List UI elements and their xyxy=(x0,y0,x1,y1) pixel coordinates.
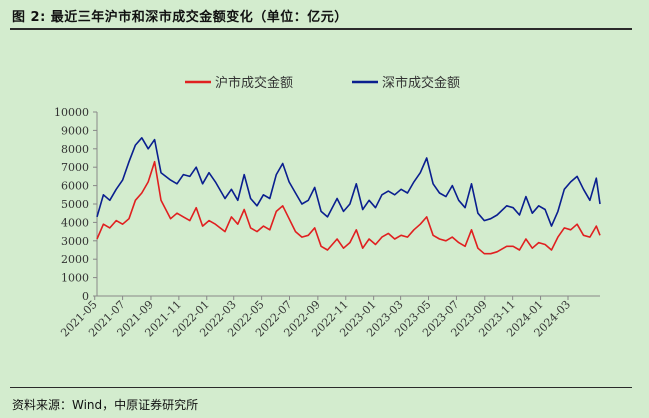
y-axis: 0 1000 2000 3000 4000 5000 6000 7000 8000 9000 100… xyxy=(54,106,98,303)
y-tick-label: 1000 xyxy=(61,272,89,285)
y-tick-label: 7000 xyxy=(61,161,89,174)
y-tick-label: 2000 xyxy=(61,253,89,266)
series-line-sz xyxy=(96,137,601,227)
plot-area xyxy=(96,137,601,255)
y-tick-label: 0 xyxy=(82,290,89,303)
y-tick-label: 4000 xyxy=(61,216,89,229)
legend-label: 深市成交金额 xyxy=(382,75,460,91)
series-line-sh xyxy=(96,160,601,255)
y-tick-label: 5000 xyxy=(61,198,89,211)
y-tick-label: 9000 xyxy=(61,124,89,137)
source-note: 资料来源：Wind，中原证券研究所 xyxy=(12,398,199,412)
top-rule xyxy=(10,28,632,30)
legend-label: 沪市成交金额 xyxy=(215,75,293,91)
bottom-rule xyxy=(10,387,632,388)
x-axis: 2021-052021-072021-092021-112022-012022-… xyxy=(58,295,600,339)
y-tick-label: 10000 xyxy=(54,106,89,119)
figure-title: 图 2: 最近三年沪市和深市成交金额变化（单位：亿元） xyxy=(12,10,348,25)
y-tick-label: 8000 xyxy=(61,143,89,156)
y-tick-label: 6000 xyxy=(61,180,89,193)
chart-legend: 沪市成交金额 深市成交金额 xyxy=(185,75,460,91)
y-tick-label: 3000 xyxy=(61,235,89,248)
